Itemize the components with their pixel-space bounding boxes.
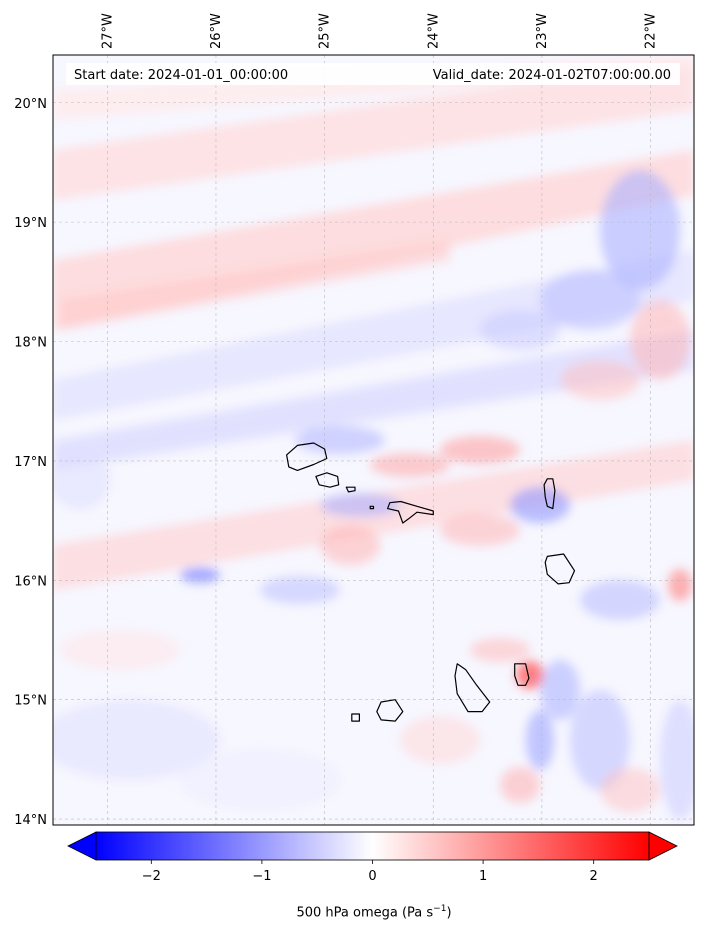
lat-tick-label: 20°N [14, 97, 47, 112]
island-outline [544, 553, 576, 585]
lat-tick-label: 19°N [14, 216, 47, 231]
lon-tick-label: 22°W [644, 13, 659, 49]
island-outline [369, 505, 375, 510]
colorbar-tick-label: −1 [252, 869, 271, 884]
colorbar-tick-label: −2 [142, 869, 161, 884]
lon-tick-label: 25°W [318, 13, 333, 49]
colorbar-extend-high [648, 831, 678, 861]
colorbar-ticks: −2 −1 0 1 2 [142, 860, 598, 884]
island-outline [286, 442, 328, 471]
lat-tick-label: 15°N [14, 694, 47, 709]
map-plot-area: Start date: 2024-01-01_00:00:00 Valid_da… [52, 54, 695, 826]
colorbar-extend-low [67, 831, 97, 861]
longitude-tick-labels: 27°W 26°W 25°W 24°W 23°W 22°W [100, 13, 658, 49]
island-outline [315, 472, 340, 488]
lon-tick-label: 27°W [100, 13, 115, 49]
gridlines [53, 55, 694, 825]
island-outline [376, 699, 404, 722]
island-outline [514, 663, 530, 686]
lat-tick-label: 16°N [14, 574, 47, 589]
start-date-label: Start date: 2024-01-01_00:00:00 [74, 68, 288, 83]
valid-date-label: Valid_date: 2024-01-02T07:00:00.00 [433, 68, 671, 83]
colorbar-tick-label: 0 [368, 869, 376, 884]
island-outline [454, 663, 491, 713]
map-frame [52, 54, 695, 826]
lat-tick-label: 14°N [14, 813, 47, 828]
colorbar-title: 500 hPa omega (Pa s−1) [296, 904, 452, 921]
colorbar-tick-label: 1 [479, 869, 487, 884]
island-outline [351, 713, 360, 722]
island-outline [345, 486, 356, 493]
island-outline [543, 478, 556, 510]
island-outlines [286, 442, 576, 722]
colorbar-gradient [96, 832, 649, 860]
colorbar-tick-label: 2 [590, 869, 598, 884]
colorbar: −2 −1 0 1 2 [67, 831, 678, 884]
lon-tick-label: 23°W [535, 13, 550, 49]
lat-tick-label: 18°N [14, 336, 47, 351]
island-outline [387, 500, 434, 524]
info-box [66, 63, 680, 85]
latitude-tick-labels: 20°N 19°N 18°N 17°N 16°N 15°N 14°N [14, 97, 47, 828]
lon-tick-label: 26°W [209, 13, 224, 49]
lon-tick-label: 24°W [426, 13, 441, 49]
lat-tick-label: 17°N [14, 455, 47, 470]
